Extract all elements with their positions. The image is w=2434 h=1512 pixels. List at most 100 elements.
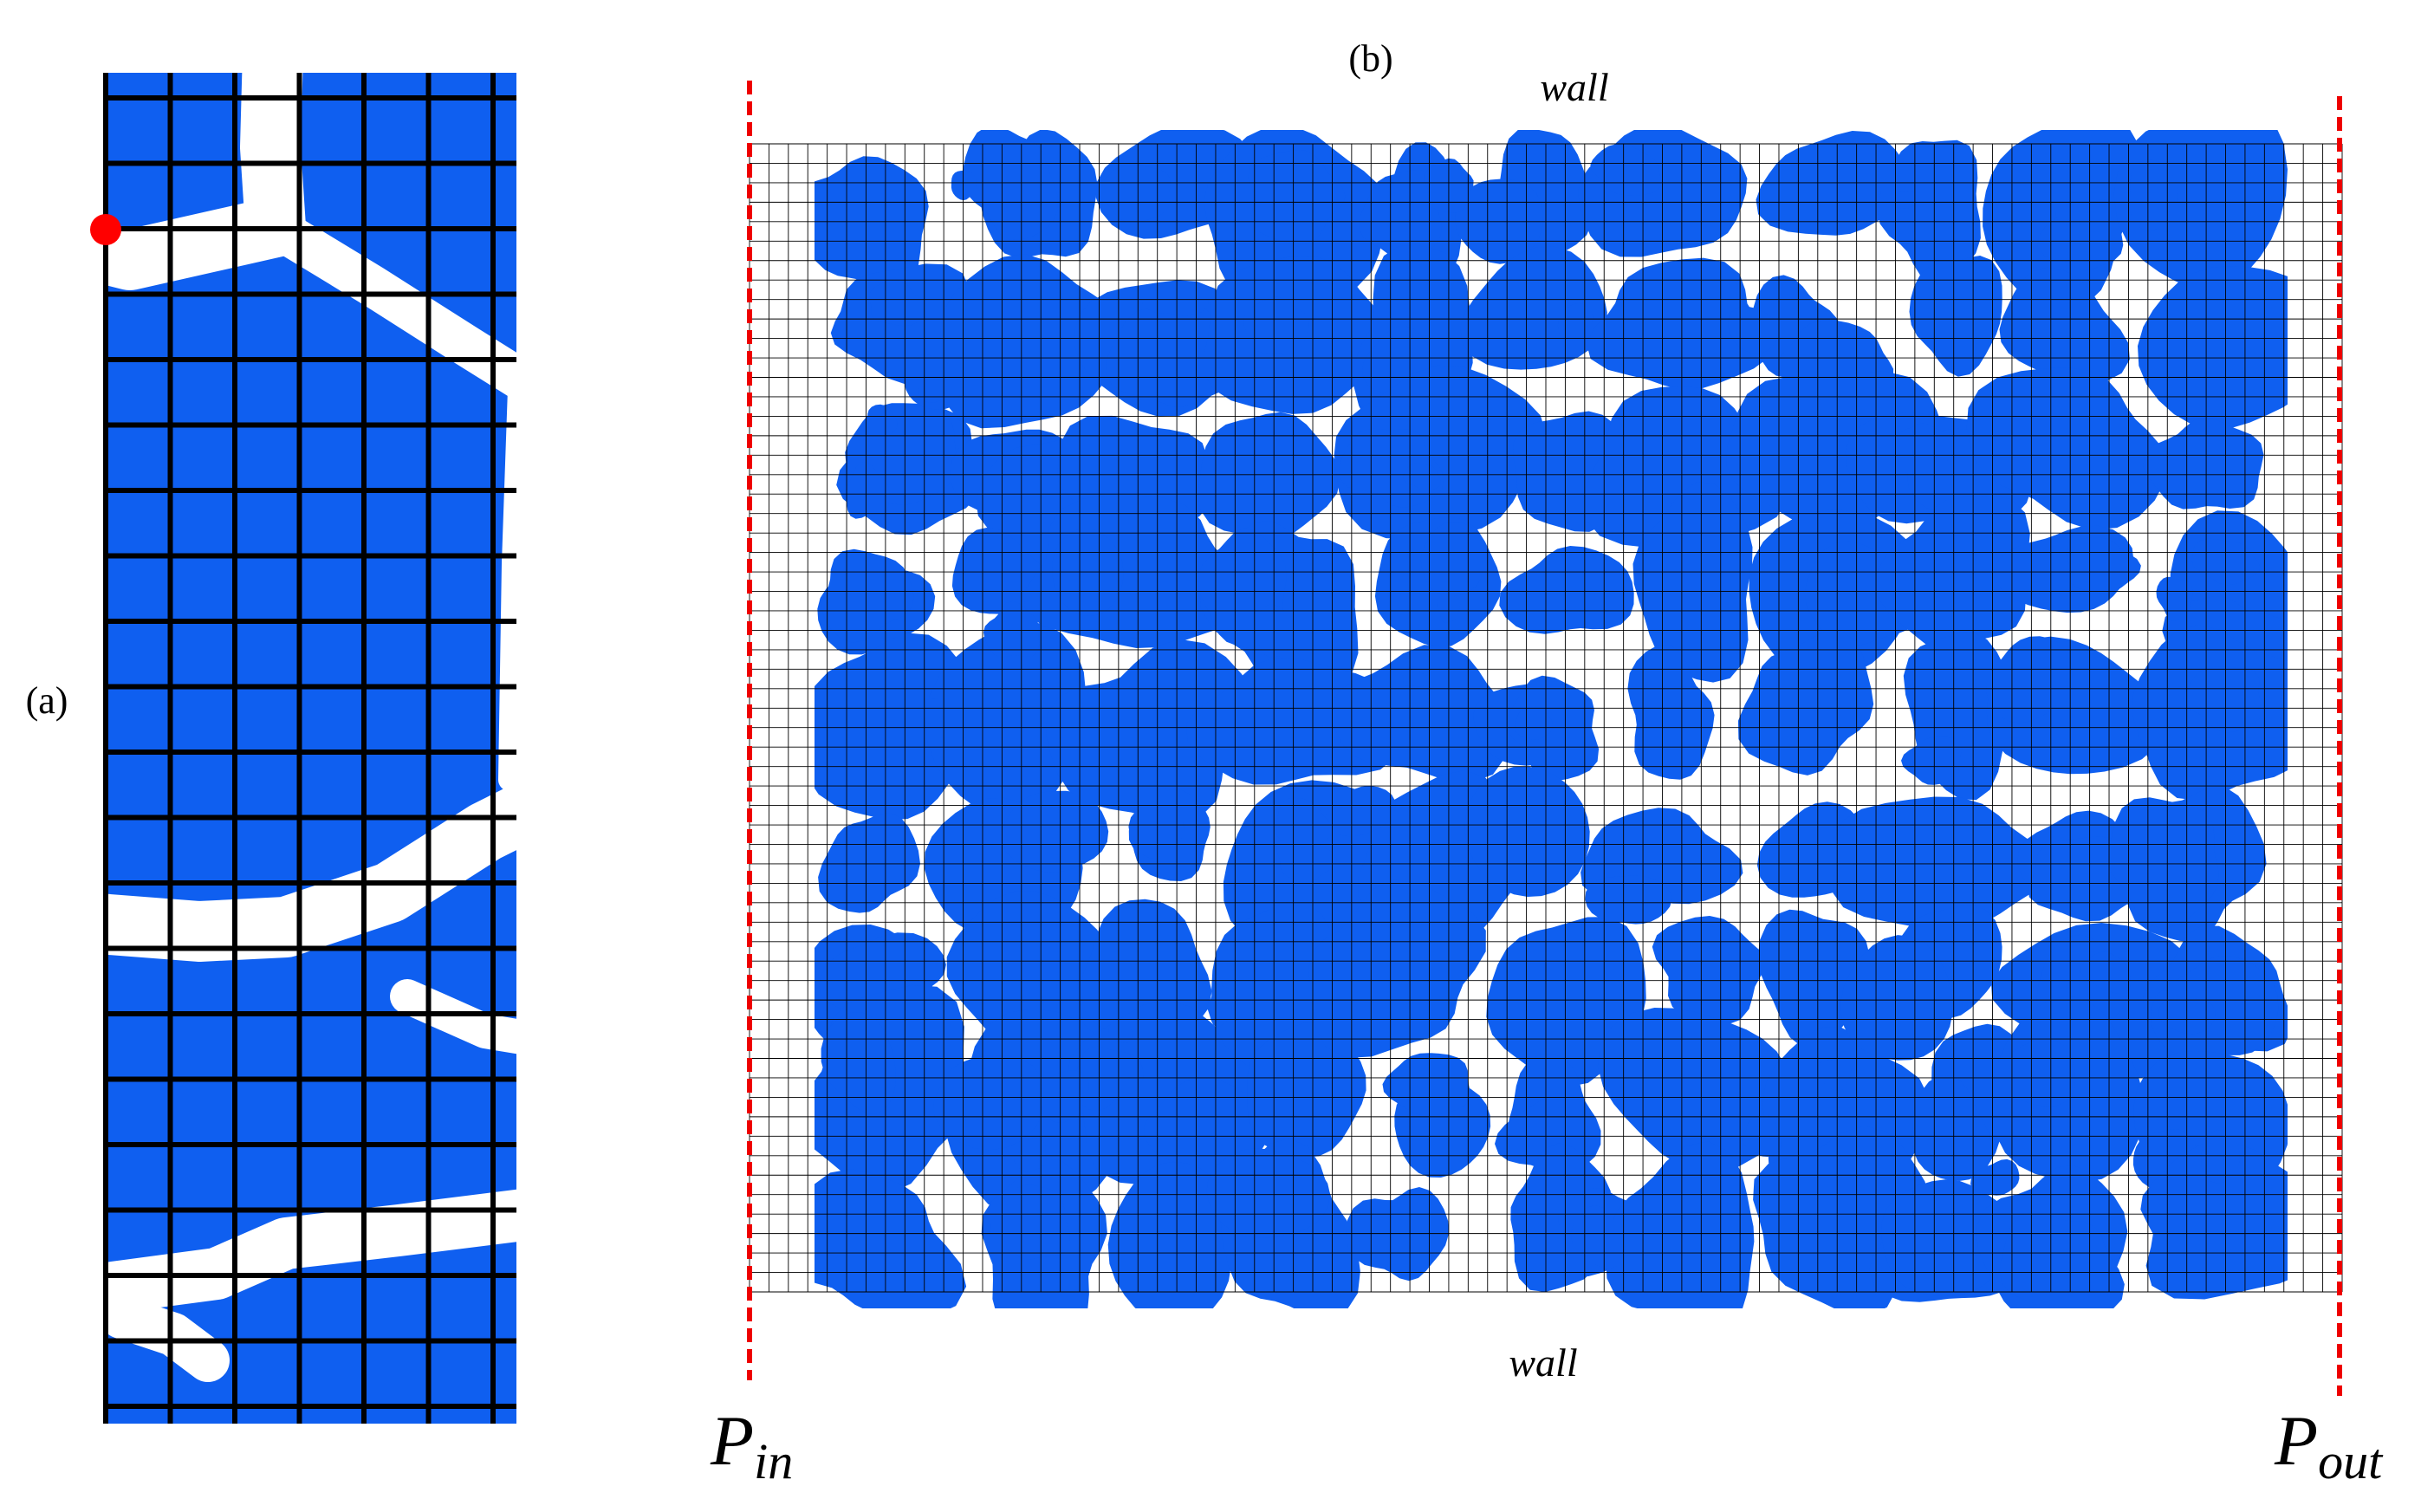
solid-grain [2055, 200, 2088, 225]
white-channel [104, 1189, 516, 1315]
solid-grain [1627, 644, 1715, 780]
solid-grain [1557, 302, 1593, 341]
solid-grain [2183, 666, 2264, 733]
solid-grain [1873, 1270, 1899, 1302]
solid-grain [2191, 538, 2261, 586]
solid-grain [1206, 1148, 1330, 1238]
solid-grain [1108, 1017, 1133, 1043]
solid-grain [1207, 984, 1234, 1028]
solid-grain [1401, 666, 1429, 687]
solid-grain [946, 891, 1118, 1059]
solid-grain [2080, 951, 2132, 994]
solid-grain [1506, 675, 1600, 782]
white-channel [498, 353, 516, 791]
solid-grain [2140, 1141, 2288, 1300]
solid-grain [1985, 636, 2072, 724]
solid-grain [821, 1012, 896, 1114]
solid-grain [2108, 797, 2219, 929]
solid-grain [1403, 463, 1441, 490]
solid-grain [1737, 631, 1874, 775]
solid-grain [2201, 1130, 2240, 1184]
solid-grain [1332, 645, 1507, 783]
solid-grain [1999, 267, 2130, 383]
solid-grain [1499, 546, 1634, 634]
solid-grain [940, 254, 1125, 429]
solid-grain [821, 548, 914, 643]
solid-grain [1875, 495, 2030, 652]
solid-grain [1999, 1211, 2125, 1308]
panel-b [747, 81, 2343, 1396]
solid-grain [963, 130, 1058, 240]
solid-grain [1324, 786, 1396, 837]
solid-grain [990, 1184, 1071, 1260]
solid-grain [1039, 1070, 1089, 1123]
solid-grain [1276, 837, 1337, 883]
solid-grain [1275, 797, 1333, 848]
solid-grain [1014, 1138, 1047, 1171]
solid-grain [1586, 257, 1774, 390]
solid-grain [1728, 306, 1780, 354]
solid-grain [1632, 482, 1753, 683]
solid-grain [925, 621, 1087, 817]
solid-grain [1339, 428, 1444, 508]
inlet-symbol: P [710, 1401, 754, 1480]
solid-grain [868, 280, 927, 327]
panel-a-body [104, 73, 516, 1424]
solid-grain [864, 404, 898, 440]
solid-grain [1966, 367, 2167, 530]
solid-grain [1585, 875, 1672, 925]
solid-grain [815, 633, 977, 820]
solid-grain [1382, 1053, 1470, 1116]
panel-b-label: (b) [1348, 37, 1392, 80]
solid-grain [818, 813, 920, 913]
solid-grain [1308, 879, 1486, 1058]
solid-grain [1247, 1022, 1366, 1158]
panel-a [90, 73, 516, 1424]
solid-grain [1128, 784, 1185, 860]
solid-grain [2066, 537, 2141, 594]
solid-grain [951, 170, 977, 201]
solid-grain [1606, 1141, 1755, 1308]
solid-grain [1877, 140, 1981, 285]
solid-grain [1346, 1187, 1450, 1282]
solid-grain [1198, 412, 1341, 539]
solid-grain [1107, 1162, 1232, 1308]
panel-b-body [815, 130, 2288, 1308]
panel-a-label: (a) [26, 679, 68, 722]
outlet-subscript: out [2318, 1433, 2384, 1489]
solid-grain [1141, 281, 1209, 316]
solid-grain [1359, 170, 1443, 264]
white-channel [390, 979, 516, 1055]
red-node [90, 214, 121, 245]
outlet-pressure: Pout [2274, 1401, 2384, 1489]
solid-grain [845, 462, 890, 519]
solid-grain [1912, 1075, 1992, 1181]
solid-grain [1993, 1038, 2076, 1106]
solid-grain [1248, 150, 1346, 244]
solid-grain [2138, 266, 2288, 430]
solid-grain [1909, 256, 2002, 377]
solid-grain [920, 698, 944, 724]
solid-grain [1046, 639, 1255, 822]
solid-grain [2129, 159, 2178, 231]
inlet-subscript: in [754, 1433, 793, 1489]
solid-grain [1901, 737, 1963, 785]
solid-grain [815, 1169, 967, 1308]
top-wall-label: wall [1540, 65, 1608, 109]
bottom-wall-label: wall [1509, 1340, 1577, 1385]
solid-grain [1597, 1008, 1792, 1172]
solid-grain [1098, 164, 1171, 223]
inlet-pressure: Pin [710, 1401, 793, 1489]
solid-grain [2143, 417, 2264, 509]
white-channel [104, 1295, 230, 1382]
solid-grain [1840, 935, 1953, 1061]
solid-grain [815, 156, 929, 287]
solid-grain [1444, 840, 1470, 867]
solid-grain [2156, 576, 2193, 621]
solid-grain [1817, 1058, 1852, 1091]
solid-grain [1073, 1046, 1144, 1112]
solid-grain [1002, 790, 1109, 873]
solid-grain [1652, 916, 1765, 1026]
solid-grain [983, 600, 1040, 658]
